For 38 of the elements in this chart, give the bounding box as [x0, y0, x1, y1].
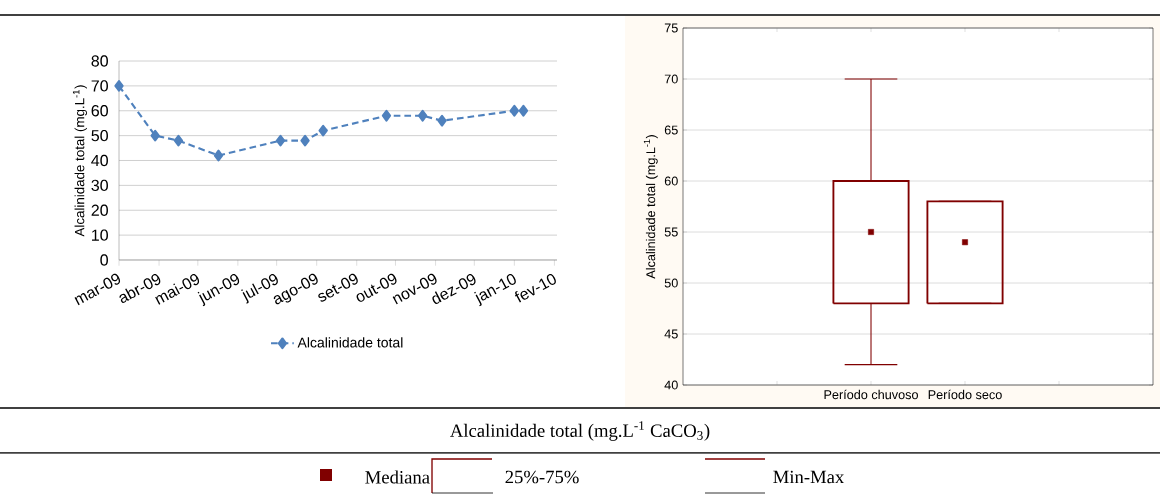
y-tick-label: 60 [91, 105, 108, 117]
point [114, 80, 124, 92]
legend-label: Alcalinidade total [297, 337, 403, 348]
y-tick-label: 20 [91, 204, 108, 216]
y-tick-label: 40 [664, 380, 678, 390]
point [518, 104, 529, 117]
point [381, 109, 392, 122]
y-axis-title: Alcalinidade total (mg.L$^{-1}$) [72, 85, 87, 237]
y-tick-label: 50 [664, 278, 678, 288]
y-tick-label: 55 [664, 227, 678, 237]
y-axis-title: Alcalinidade total (mg.L$^{-1}$) [643, 135, 658, 279]
y-tick-label: 30 [91, 179, 108, 192]
point [275, 134, 286, 147]
y-tick-label: 50 [91, 129, 108, 142]
point [318, 124, 328, 137]
y-tick-label: 70 [664, 74, 678, 84]
y-tick-label: 45 [664, 329, 678, 339]
point [173, 134, 184, 147]
y-tick-label: 60 [664, 176, 678, 186]
x-tick-label: Período seco [928, 389, 1002, 400]
point [150, 129, 160, 142]
y-tick-label: 70 [91, 80, 108, 92]
point [437, 114, 447, 127]
point [300, 134, 310, 147]
y-tick-label: 10 [92, 229, 108, 241]
text: Min-Max [773, 470, 845, 484]
y-tick-label: 80 [91, 55, 108, 67]
point [213, 149, 224, 162]
y-tick-label: 40 [91, 154, 108, 167]
text: Mediana [365, 470, 430, 484]
x-tick-label: Período chuvoso [824, 389, 918, 400]
y-tick-label: 65 [664, 125, 678, 135]
text: 25%-75% [505, 470, 579, 484]
y-tick-label: 0 [100, 254, 108, 266]
text: Alcalinidade total (mg.L$^{-1}$ CaCO$_{3}$) [450, 421, 710, 441]
y-tick-label: 75 [664, 23, 678, 33]
point [417, 109, 428, 122]
point [509, 104, 520, 117]
